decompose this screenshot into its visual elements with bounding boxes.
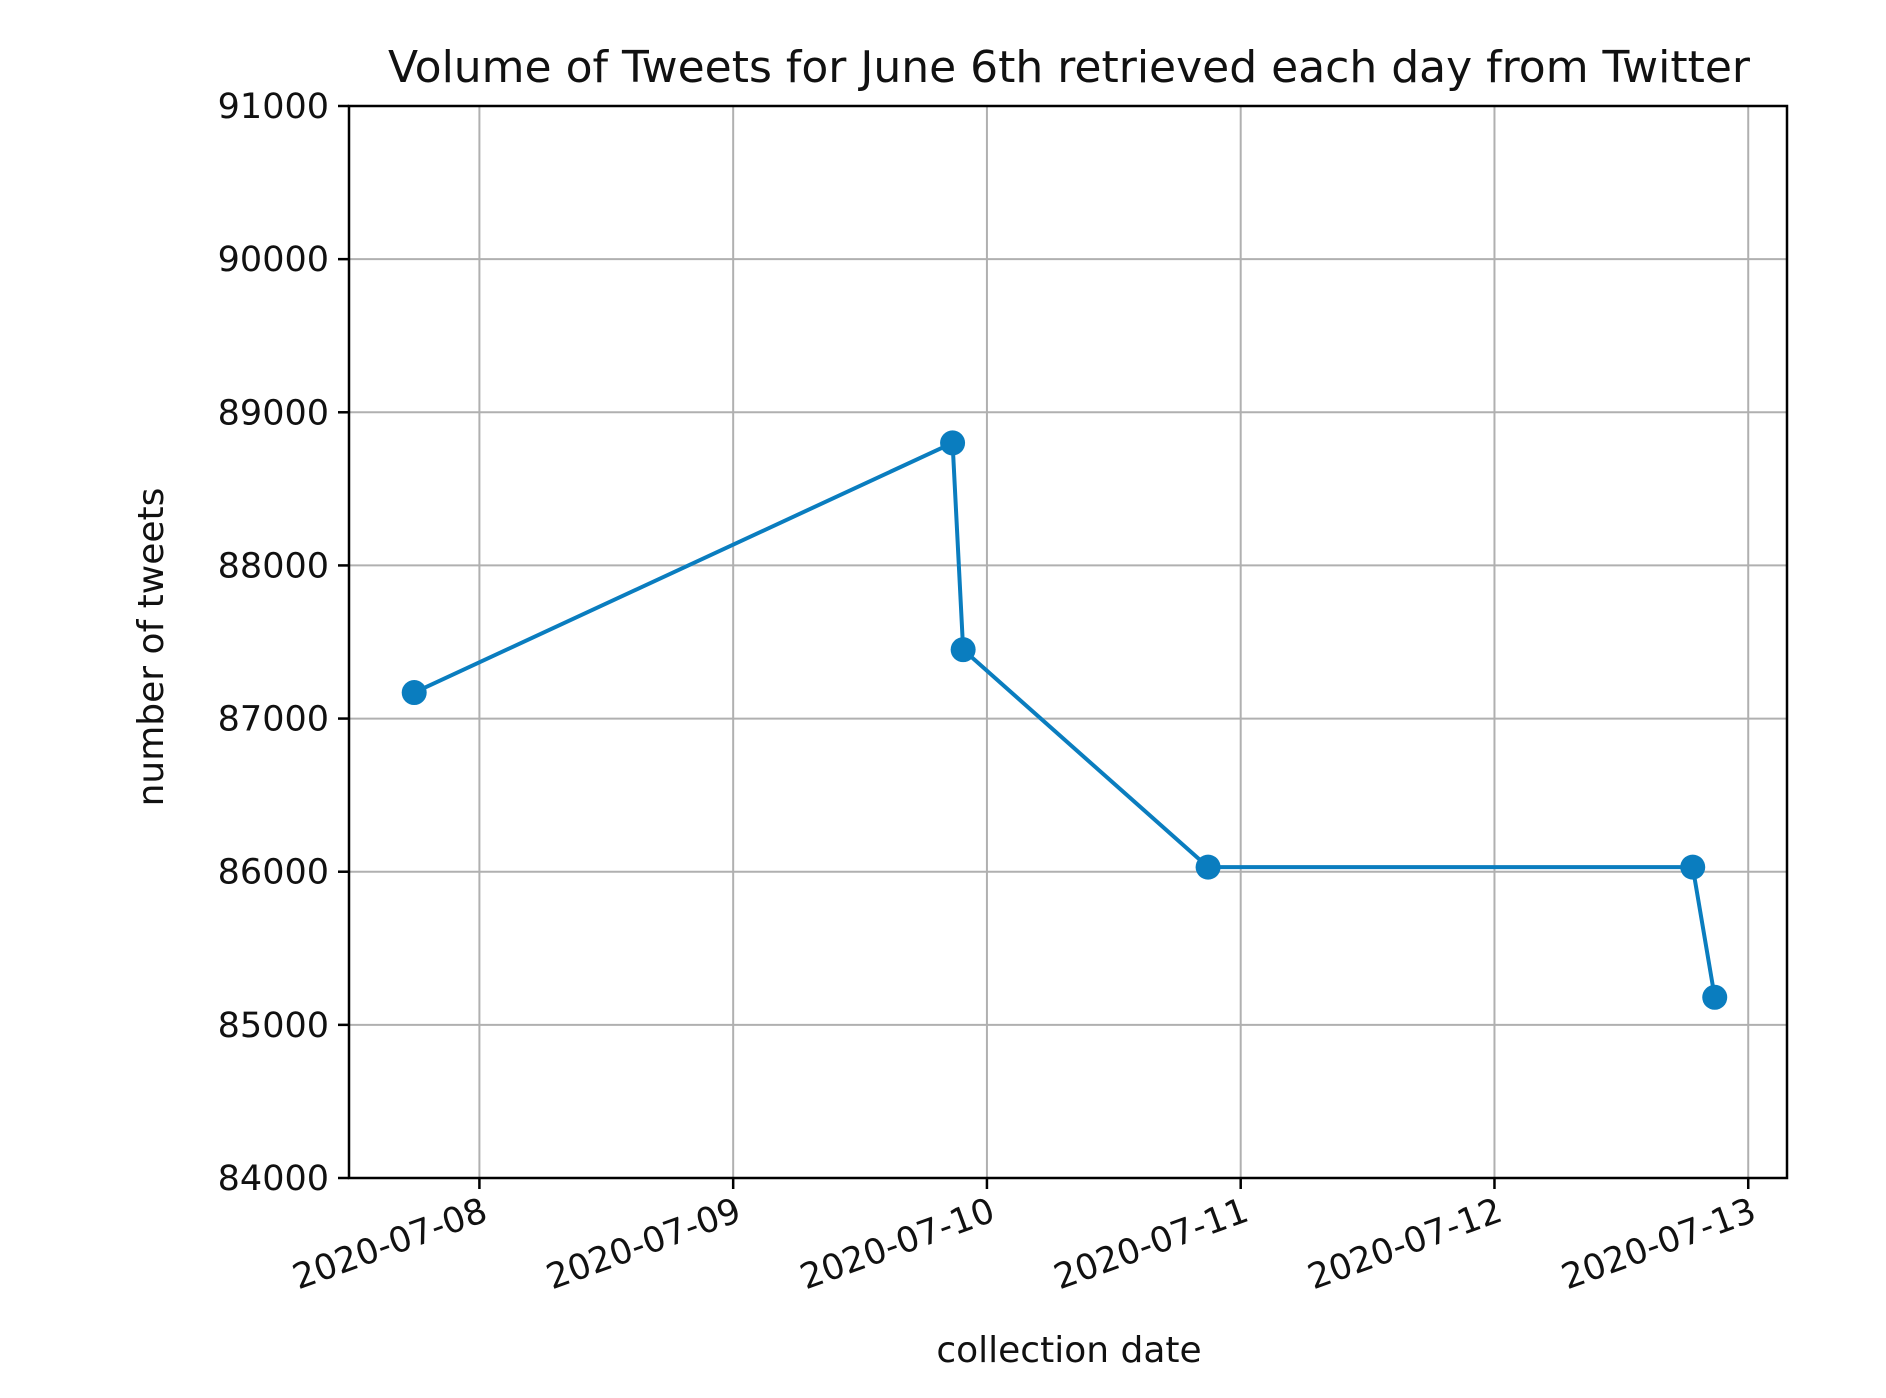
y-axis-ticks: 84000 85000 86000 87000 88000 89000 90000 91000 bbox=[218, 87, 349, 1199]
data-series bbox=[401, 430, 1728, 1010]
x-tick-label: 2020-07-08 bbox=[288, 1191, 493, 1298]
y-tick-label: 84000 bbox=[218, 1159, 329, 1199]
y-tick-label: 87000 bbox=[218, 700, 329, 740]
series-line bbox=[413, 440, 1717, 998]
y-tick-label: 85000 bbox=[218, 1006, 329, 1046]
chart-title: Volume of Tweets for June 6th retrieved … bbox=[388, 42, 1751, 93]
y-tick-label: 91000 bbox=[218, 87, 329, 127]
data-point-2 bbox=[950, 637, 976, 663]
x-tick-label: 2020-07-10 bbox=[795, 1191, 1000, 1298]
y-tick-label: 86000 bbox=[218, 853, 329, 893]
y-tick-label: 90000 bbox=[218, 240, 329, 280]
data-point-1 bbox=[940, 430, 966, 456]
x-tick-label: 2020-07-11 bbox=[1049, 1191, 1254, 1298]
x-axis-ticks: 2020-07-08 2020-07-09 2020-07-10 2020-07-11… bbox=[288, 1178, 1761, 1298]
y-tick-label: 88000 bbox=[218, 546, 329, 586]
grid bbox=[349, 105, 1787, 1179]
y-tick-label: 89000 bbox=[218, 393, 329, 433]
x-tick-label: 2020-07-12 bbox=[1303, 1191, 1508, 1298]
x-tick-label: 2020-07-13 bbox=[1556, 1191, 1761, 1298]
data-point-4 bbox=[1680, 854, 1706, 880]
data-point-3 bbox=[1195, 854, 1221, 880]
y-axis-label: number of tweets bbox=[131, 488, 172, 807]
x-tick-label: 2020-07-09 bbox=[541, 1191, 746, 1298]
plot-frame bbox=[347, 104, 1789, 1180]
data-point-5 bbox=[1702, 984, 1728, 1010]
x-axis-label: collection date bbox=[936, 1330, 1201, 1371]
data-point-0 bbox=[401, 680, 427, 706]
